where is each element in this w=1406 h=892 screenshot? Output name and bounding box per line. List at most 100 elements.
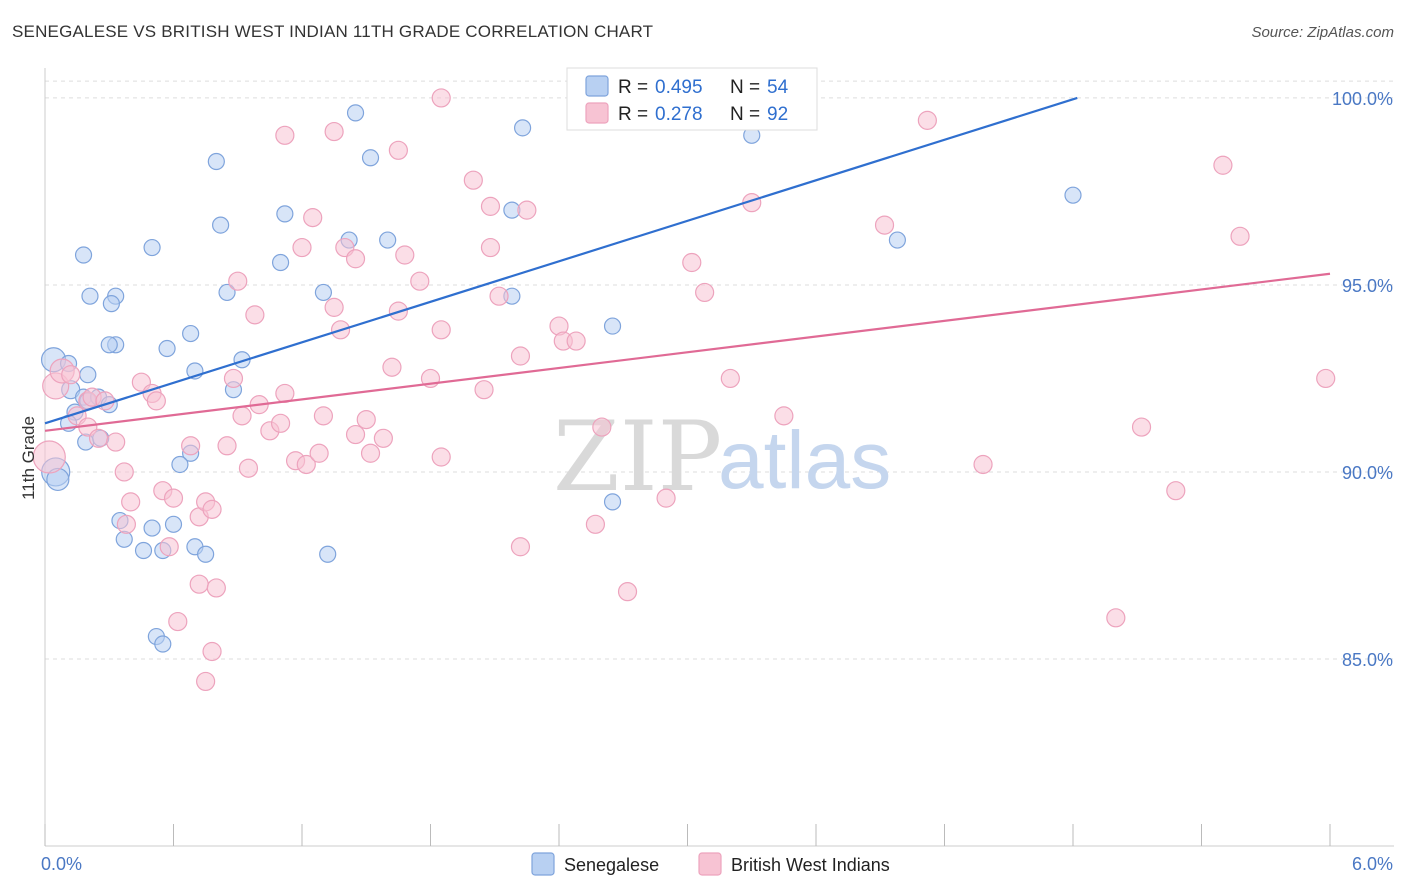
british-west-indians-point [146, 391, 166, 411]
british-west-indians-point [1213, 155, 1233, 175]
british-west-indians-point [1131, 417, 1152, 437]
british-west-indians-point [431, 320, 451, 340]
british-west-indians-point [973, 454, 993, 475]
british-west-indians-point [1230, 226, 1250, 246]
british-west-indians-point [324, 121, 344, 142]
british-west-indians-point [695, 282, 715, 303]
legend-r-label-blue: R = [618, 77, 648, 98]
british-west-indians-point [395, 245, 415, 265]
legend-n-value-blue: 54 [767, 77, 789, 98]
bottom-legend-swatch-british-west-indians [698, 852, 722, 876]
british-west-indians-point [296, 454, 316, 475]
british-west-indians-point [313, 406, 334, 426]
legend-n-label-blue: N = [730, 77, 760, 98]
y-axis-label: 11th Grade [19, 416, 38, 500]
british-west-indians-point [774, 406, 794, 426]
british-west-indians-point [356, 409, 376, 430]
british-west-indians-point [474, 380, 494, 400]
senegalese-point [100, 336, 118, 354]
british-west-indians-point [238, 458, 259, 478]
legend-box [566, 67, 818, 131]
british-west-indians-point [88, 428, 109, 448]
british-west-indians-point [345, 249, 366, 269]
source-label: Source: ZipAtlas.com [1251, 24, 1394, 41]
y-tick-label: 95.0% [1342, 276, 1393, 296]
british-west-indians-point [382, 357, 402, 377]
british-west-indians-point [275, 125, 295, 145]
senegalese-point [319, 545, 337, 563]
british-west-indians-point [431, 88, 451, 108]
british-west-indians-point [245, 305, 265, 325]
legend-r-value-blue: 0.495 [655, 77, 703, 98]
british-west-indians-point [61, 365, 81, 385]
british-west-indians-point [917, 110, 937, 130]
senegalese-point [143, 238, 161, 257]
british-west-indians-point [585, 514, 606, 534]
british-west-indians-trend-line [44, 272, 1331, 432]
senegalese-point [218, 283, 236, 302]
british-west-indians-point [1166, 481, 1186, 501]
british-west-indians-point [181, 436, 201, 456]
senegalese-point [74, 246, 93, 264]
senegalese-point [361, 149, 380, 167]
senegalese-point [271, 253, 290, 272]
y-tick-label: 100.0% [1332, 89, 1393, 109]
senegalese-point [346, 104, 365, 122]
british-west-indians-point [431, 447, 451, 467]
british-west-indians-point [566, 331, 586, 351]
x-ticks [44, 824, 1331, 846]
british-west-indians-point [617, 582, 638, 602]
senegalese-point [143, 519, 161, 537]
x-tick-labels: 0.0% 6.0% [41, 854, 1393, 874]
senegalese-point [182, 324, 200, 343]
british-west-indians-point [1106, 608, 1126, 628]
watermark-zip: ZIP [553, 401, 722, 513]
y-tick-label: 90.0% [1342, 463, 1393, 483]
british-west-indians-point [656, 488, 676, 508]
british-west-indians-point [163, 488, 184, 508]
british-west-indians-point [292, 237, 312, 258]
watermark-atlas: atlas [718, 415, 891, 506]
legend-n-value-pink: 92 [767, 104, 788, 125]
british-west-indians-point [159, 537, 179, 557]
british-west-indians-point [1316, 368, 1336, 389]
senegalese-points [40, 89, 1082, 653]
senegalese-trend-line [44, 96, 1078, 425]
senegalese-point [379, 231, 397, 249]
british-west-indians-point [480, 237, 501, 258]
bottom-legend-label-british-west-indians: British West Indians [731, 855, 890, 875]
legend-r-value-pink: 0.278 [655, 104, 703, 125]
legend-swatch-pink [585, 102, 609, 124]
british-west-indians-point [217, 436, 237, 456]
british-west-indians-point [373, 428, 393, 448]
british-west-indians-point [510, 537, 531, 557]
senegalese-point [158, 339, 176, 358]
grid-lines [45, 80, 1394, 660]
senegalese-point [603, 317, 622, 335]
x-tick-label: 6.0% [1352, 854, 1393, 874]
chart-title: SENEGALESE VS BRITISH WEST INDIAN 11TH G… [12, 22, 654, 41]
british-west-indians-point [116, 514, 136, 534]
british-west-indians-point [106, 432, 126, 452]
british-west-indians-point [360, 443, 381, 463]
british-west-indians-point [270, 413, 291, 433]
british-west-indians-point [510, 346, 531, 366]
senegalese-point [154, 635, 172, 653]
british-west-indians-point [189, 574, 209, 594]
senegalese-point [115, 530, 133, 548]
legend-swatch-blue [585, 75, 609, 97]
british-west-indians-point [517, 200, 537, 220]
british-west-indians-point [309, 443, 329, 463]
senegalese-point [212, 216, 230, 234]
british-west-indians-point [345, 424, 366, 445]
british-west-indians-point [489, 286, 509, 306]
senegalese-point [79, 366, 97, 384]
british-west-indians-point [232, 406, 252, 426]
british-west-indians-point [228, 271, 248, 291]
british-west-indians-point [206, 578, 226, 598]
british-west-indians-point [196, 671, 216, 692]
british-west-indians-point [121, 492, 141, 512]
watermark: ZIP atlas [553, 401, 891, 513]
senegalese-point [134, 541, 153, 560]
